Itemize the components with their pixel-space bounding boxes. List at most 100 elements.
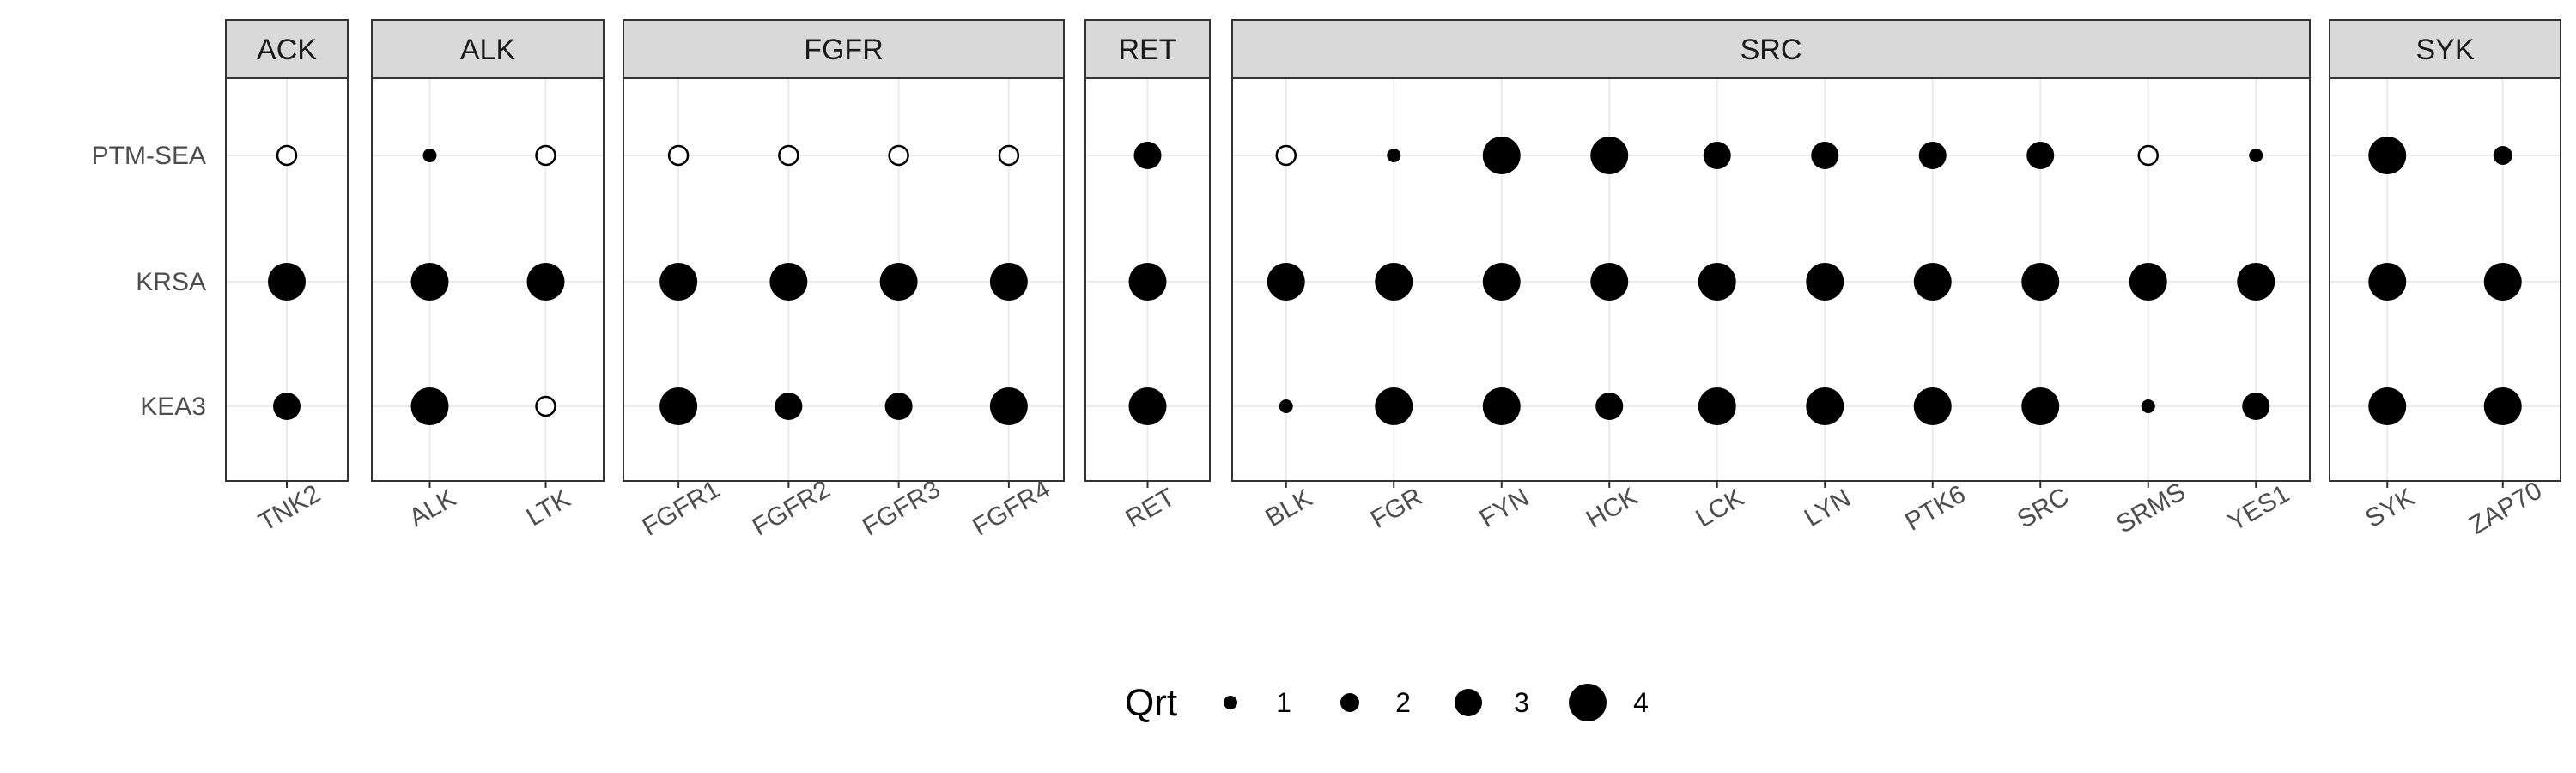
data-point: [273, 393, 301, 420]
legend-key: [1455, 689, 1482, 716]
x-tick-label: HCK: [1582, 483, 1643, 534]
x-tick-label: ZAP70: [2464, 477, 2547, 540]
data-point-empty: [276, 144, 298, 167]
data-point: [1703, 142, 1731, 169]
data-point: [2483, 387, 2522, 425]
facet-fgfr: FGFR FGFR1 FGFR2 FGFR3 FGFR4: [623, 19, 1065, 542]
x-tick-label: SYK: [2360, 483, 2419, 533]
x-tick-label: FGR: [1366, 483, 1427, 534]
facet-strip-label: SYK: [2415, 33, 2474, 66]
data-point: [1913, 263, 1952, 301]
facet-strip: [1231, 19, 2311, 79]
data-point: [526, 263, 565, 301]
legend-entry: 3: [1455, 687, 1529, 718]
data-point: [2249, 149, 2263, 162]
x-tick-label: YES1: [2223, 479, 2294, 537]
data-point: [659, 387, 698, 425]
x-tick-label: FGFR2: [748, 475, 835, 542]
facet-alk: ALK ALK LTK: [371, 19, 605, 533]
facet-strip: [225, 19, 349, 79]
facet-strip-label: SRC: [1741, 33, 1802, 66]
data-point: [1128, 387, 1167, 425]
data-point: [2493, 146, 2512, 165]
data-point: [1482, 137, 1521, 174]
facet-strip-label: RET: [1119, 33, 1177, 66]
facet-ack: ACK TNK2: [225, 19, 349, 537]
data-point: [659, 263, 698, 301]
data-point: [2129, 263, 2167, 301]
data-point: [2483, 263, 2522, 301]
x-tick-label: RET: [1121, 483, 1180, 533]
data-point: [1595, 393, 1624, 420]
data-point: [410, 263, 449, 301]
data-point: [1279, 399, 1293, 413]
data-point: [1387, 149, 1401, 162]
legend-label: 4: [1633, 687, 1649, 718]
y-axis: PTM-SEA KRSA KEA3: [92, 142, 206, 421]
legend-label: 3: [1514, 687, 1529, 718]
data-point: [1806, 387, 1844, 425]
data-point: [2026, 142, 2055, 169]
data-point: [1482, 387, 1521, 425]
data-point: [2368, 387, 2407, 425]
facet-strip: [2329, 19, 2561, 79]
data-point-empty: [1275, 144, 1297, 167]
data-point-empty: [778, 144, 799, 167]
legend-entry: 2: [1340, 687, 1411, 718]
data-point: [1482, 263, 1521, 301]
x-tick-label: FGFR4: [968, 475, 1055, 542]
data-point: [1590, 137, 1629, 174]
x-tick-label: LCK: [1691, 484, 1748, 533]
data-point: [2141, 399, 2155, 413]
x-tick-label: SRMS: [2111, 478, 2190, 539]
data-point: [1133, 142, 1162, 169]
x-tick-label: FGFR1: [638, 475, 726, 542]
data-point: [989, 387, 1028, 425]
data-point: [1375, 387, 1413, 425]
panel-background: [372, 78, 604, 481]
panel-border: [371, 77, 605, 482]
data-point: [2368, 263, 2407, 301]
data-point: [1698, 263, 1736, 301]
data-point: [1806, 263, 1844, 301]
data-point: [2368, 137, 2407, 174]
facet-syk: SYK SYK ZAP70: [2329, 19, 2561, 540]
data-point-empty: [998, 144, 1020, 167]
panel-border: [1231, 77, 2311, 482]
legend-entry: 4: [1569, 684, 1649, 721]
data-point-empty: [888, 144, 909, 167]
data-point-empty: [535, 144, 556, 167]
facet-strip: [1084, 19, 1211, 79]
x-tick-label: PTK6: [1900, 480, 1970, 537]
data-point: [2021, 387, 2060, 425]
legend-title: Qrt: [1125, 682, 1177, 724]
x-tick-label: LYN: [1800, 484, 1856, 533]
data-point-empty: [2137, 144, 2159, 167]
y-tick-label: KRSA: [136, 268, 206, 296]
x-tick-label: FGFR3: [858, 475, 945, 542]
data-point: [1128, 263, 1167, 301]
panel-border: [2329, 77, 2561, 482]
facet-src: SRC BLK FGR FYN HCK LCK LYN PTK6 SRC SRMS YES1: [1231, 19, 2311, 539]
data-point: [989, 263, 1028, 301]
x-tick-label: TNK2: [254, 479, 325, 537]
facet-panels: ACK TNK2 ALK ALK LTK FGFR FGFR1 FGFR2 FGFR3 FGFR4…: [225, 19, 2561, 542]
x-tick-label: BLK: [1261, 484, 1317, 533]
data-point: [884, 393, 913, 420]
facet-strip-label: ALK: [460, 33, 516, 66]
legend-label: 1: [1276, 687, 1291, 718]
y-tick-label: KEA3: [140, 393, 206, 421]
legend-key: [1569, 684, 1607, 721]
data-point: [1590, 263, 1629, 301]
x-tick-label: ALK: [404, 484, 461, 533]
data-point: [2237, 263, 2275, 301]
data-point: [1698, 387, 1736, 425]
data-point: [2242, 393, 2270, 420]
data-point: [1913, 387, 1952, 425]
y-tick-label: PTM-SEA: [92, 142, 206, 170]
facet-strip-label: FGFR: [804, 33, 884, 66]
data-point: [410, 387, 449, 425]
panel-background: [2330, 78, 2561, 481]
legend: Qrt 1 2 3 4: [1125, 682, 1649, 724]
